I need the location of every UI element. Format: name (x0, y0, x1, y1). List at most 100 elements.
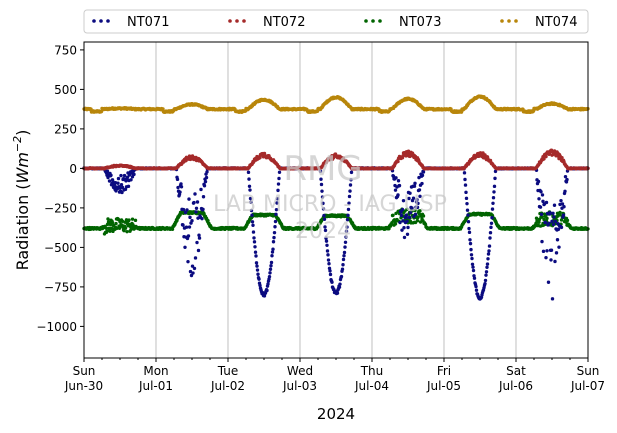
point-nt071 (247, 177, 251, 181)
point-nt071 (545, 249, 549, 253)
point-nt071 (187, 225, 192, 229)
point-nt071 (462, 171, 467, 175)
point-nt072 (341, 156, 346, 160)
point-nt071 (319, 177, 323, 181)
point-nt071 (467, 226, 471, 231)
point-nt071 (254, 261, 259, 265)
point-nt073 (107, 226, 111, 231)
point-nt071 (202, 184, 207, 188)
point-nt071 (176, 185, 180, 190)
point-nt071 (109, 173, 113, 177)
point-nt071 (193, 192, 197, 196)
point-nt071 (276, 188, 280, 193)
point-nt071 (492, 190, 496, 194)
point-nt071 (129, 178, 133, 182)
legend-item-nt074: NT074 (500, 15, 577, 30)
x-tick-label-date: Jul-02 (210, 379, 245, 393)
point-nt073 (418, 209, 422, 213)
point-nt071 (469, 247, 473, 252)
point-nt071 (538, 205, 543, 209)
y-axis-label: Radiation (Wm−2) (11, 130, 32, 271)
point-nt071 (249, 208, 254, 213)
point-nt071 (125, 175, 130, 179)
point-nt071 (563, 189, 567, 194)
point-nt073 (416, 215, 420, 220)
point-nt071 (268, 271, 272, 275)
point-nt071 (397, 183, 402, 188)
point-nt071 (188, 215, 192, 220)
point-nt071 (277, 176, 281, 181)
point-nt071 (269, 264, 273, 268)
point-nt071 (179, 182, 183, 186)
point-nt073 (391, 213, 395, 217)
point-nt073 (537, 220, 541, 224)
point-nt071 (489, 225, 493, 230)
point-nt071 (200, 216, 204, 221)
legend-frame (83, 9, 589, 34)
point-nt071 (551, 222, 556, 227)
legend-label-nt074: NT074 (535, 15, 577, 30)
point-nt071 (464, 196, 469, 201)
point-nt071 (468, 241, 473, 246)
point-nt073 (130, 217, 135, 221)
point-nt073 (106, 217, 110, 221)
point-nt071 (493, 169, 498, 174)
point-nt071 (559, 225, 564, 230)
point-nt071 (126, 184, 131, 189)
point-nt071 (394, 176, 398, 180)
point-nt073 (559, 218, 564, 222)
point-nt071 (348, 183, 353, 187)
x-tick-label-day: Sun (577, 364, 600, 378)
point-nt071 (559, 198, 563, 203)
point-nt071 (184, 225, 189, 229)
point-nt071 (345, 225, 349, 229)
point-nt071 (130, 175, 135, 179)
point-nt071 (183, 245, 187, 249)
point-nt071 (536, 179, 541, 184)
point-nt071 (246, 170, 251, 175)
point-nt071 (196, 248, 201, 253)
point-nt071 (466, 213, 470, 217)
point-nt071 (463, 183, 468, 187)
point-nt071 (201, 207, 205, 211)
point-nt071 (411, 196, 416, 200)
point-nt071 (326, 258, 331, 262)
point-nt073 (387, 226, 391, 231)
point-nt071 (465, 201, 469, 206)
point-nt071 (405, 219, 409, 223)
point-nt071 (275, 197, 280, 201)
point-nt071 (178, 190, 182, 194)
point-nt071 (186, 234, 191, 238)
legend-item-nt073: NT073 (364, 15, 441, 30)
point-nt071 (471, 265, 475, 269)
point-nt071 (193, 256, 198, 260)
point-nt071 (420, 173, 425, 178)
point-nt071 (396, 179, 401, 183)
point-nt071 (565, 177, 569, 182)
point-nt071 (341, 257, 346, 262)
point-nt071 (322, 217, 327, 222)
point-nt071 (474, 288, 479, 292)
point-nt071 (340, 267, 345, 271)
point-nt071 (401, 198, 406, 203)
point-nt071 (415, 205, 420, 210)
point-nt071 (122, 173, 127, 178)
watermark-line-3: 2024 (295, 219, 351, 244)
point-nt071 (472, 276, 477, 280)
point-nt071 (548, 210, 552, 215)
y-axis: −1000 −750 −500 −250 0 250 500 750 (36, 43, 84, 334)
point-nt071 (192, 266, 197, 271)
point-nt071 (560, 202, 565, 206)
point-nt071 (471, 268, 476, 273)
point-nt071 (490, 216, 494, 220)
point-nt071 (250, 220, 255, 224)
point-nt071 (192, 200, 196, 205)
point-nt071 (552, 203, 557, 207)
point-nt071 (324, 239, 329, 243)
point-nt071 (344, 229, 349, 233)
point-nt071 (404, 213, 409, 217)
point-nt073 (129, 227, 133, 232)
point-nt071 (417, 188, 422, 192)
x-tick-label-day: Thu (360, 364, 384, 378)
y-tick-label: 0 (69, 162, 77, 176)
